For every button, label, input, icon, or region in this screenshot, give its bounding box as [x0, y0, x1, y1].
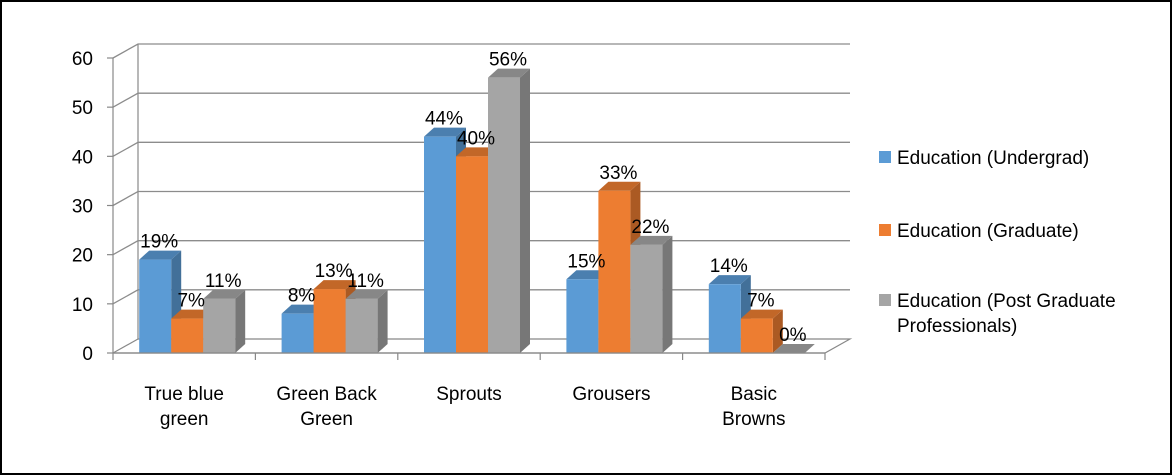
bar-front [740, 318, 773, 353]
x-category-label: Basic [731, 384, 777, 405]
legend-label: Education (Graduate) [897, 221, 1079, 242]
bar-top [281, 304, 324, 314]
bar-front [313, 289, 346, 353]
legend-label: Education (Undergrad) [897, 148, 1089, 169]
x-category-label: Green Back [276, 384, 377, 405]
bar-side [772, 309, 783, 353]
y-tick-label: 20 [72, 246, 93, 267]
y-tick-label: 50 [72, 98, 93, 119]
data-label: 22% [631, 217, 669, 238]
bar-top [566, 270, 609, 280]
bar-front [456, 156, 488, 353]
legend-item: Education (Graduate) [879, 221, 1079, 242]
bar-side [235, 289, 246, 353]
data-label: 11% [205, 271, 242, 292]
bar-top [313, 280, 356, 290]
x-category-label: Green [300, 409, 353, 430]
data-label: 40% [457, 128, 495, 149]
bar-front [203, 298, 236, 353]
y-tick-label: 40 [72, 147, 93, 168]
bar-side [377, 289, 388, 353]
x-category-label: Grousers [572, 384, 650, 405]
gridline [112, 141, 850, 157]
x-category-label: True blue [144, 384, 224, 405]
bar-side [520, 68, 530, 354]
x-category-label: Browns [722, 409, 785, 430]
bar-front [708, 284, 741, 353]
bar-top [139, 250, 182, 260]
y-tick-label: 0 [82, 344, 93, 365]
bar-top [488, 68, 530, 78]
legend-label: Education (Post Graduate [897, 291, 1116, 312]
legend-swatch [879, 224, 891, 236]
data-label: 15% [567, 251, 605, 272]
data-label: 33% [599, 163, 637, 184]
bar-top [203, 289, 246, 299]
bar-top [424, 127, 466, 137]
x-category-label: green [160, 409, 209, 430]
bar-top [740, 309, 783, 319]
data-label: 0% [779, 325, 807, 346]
bar-top [708, 275, 751, 285]
bar-front [281, 313, 314, 353]
legend-item: Education (Undergrad) [879, 148, 1089, 169]
bar-side [662, 235, 673, 353]
bar-front [139, 259, 172, 353]
y-tick-label: 60 [72, 49, 93, 70]
bar [345, 289, 388, 353]
gridline [112, 92, 850, 108]
legend-label: Professionals) [897, 316, 1017, 337]
y-tick-label: 10 [72, 295, 93, 316]
legend-item: Education (Post Graduate Professionals) [879, 291, 1116, 337]
bar [772, 344, 815, 353]
legend-swatch [879, 151, 891, 163]
bar-top [456, 147, 498, 157]
data-label: 19% [140, 232, 178, 253]
data-label: 8% [288, 286, 316, 307]
bar-front [171, 318, 204, 353]
bar [740, 309, 783, 353]
bar [708, 275, 751, 353]
bar [630, 235, 673, 353]
bar-top [598, 181, 641, 191]
bar-top [345, 289, 388, 299]
gridline [112, 43, 850, 59]
bar-front [488, 77, 520, 354]
bar-front [630, 244, 663, 353]
bar-front [345, 298, 378, 353]
data-label: 7% [747, 291, 775, 312]
floor-left-edge [112, 338, 139, 354]
x-category-label: Sprouts [436, 384, 501, 405]
bar-top [171, 309, 214, 319]
legend-swatch [879, 294, 891, 306]
data-label: 7% [177, 291, 205, 312]
data-label: 44% [425, 109, 463, 130]
bar-front [424, 136, 456, 353]
data-label: 11% [347, 271, 384, 292]
bar-top [630, 235, 673, 245]
y-tick-label: 30 [72, 197, 93, 218]
data-label: 56% [489, 50, 527, 71]
bar [488, 68, 530, 354]
data-label: 13% [315, 261, 353, 282]
bar [203, 289, 246, 353]
data-label: 14% [710, 256, 748, 277]
bar-front [566, 279, 599, 353]
bar-top [772, 344, 815, 353]
bar-front [598, 190, 631, 353]
